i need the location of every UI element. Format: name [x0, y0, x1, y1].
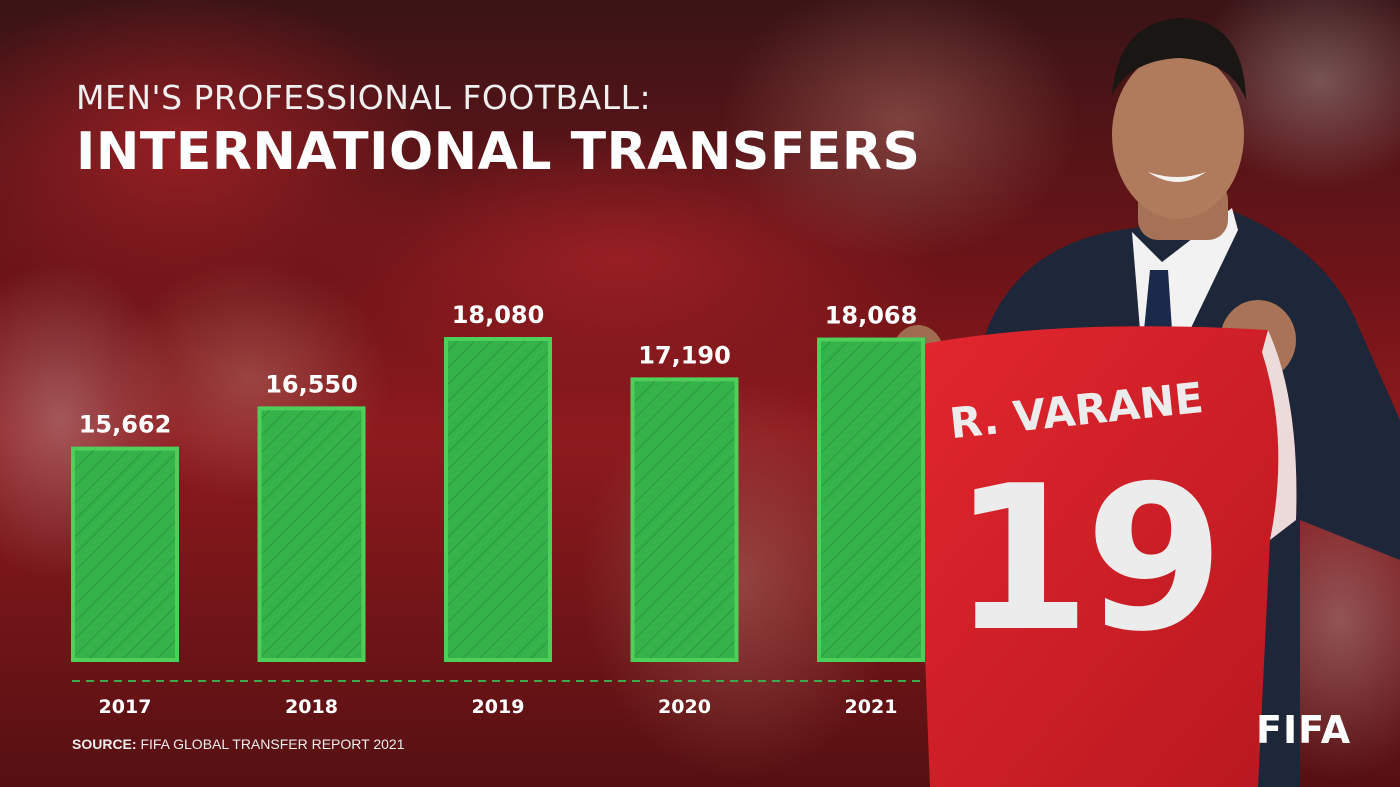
source-text: FIFA GLOBAL TRANSFER REPORT 2021 [136, 736, 405, 752]
source-label: SOURCE: [72, 736, 137, 752]
chart-subtitle: MEN'S PROFESSIONAL FOOTBALL: [76, 78, 652, 117]
x-tick-label-2018: 2018 [285, 696, 338, 718]
fifa-logo: FIFA [1256, 708, 1352, 752]
title-block: MEN'S PROFESSIONAL FOOTBALL: INTERNATION… [76, 78, 920, 184]
x-tick-label-2019: 2019 [472, 696, 525, 718]
x-tick-label-2020: 2020 [658, 696, 711, 718]
jersey-number: 19 [952, 443, 1218, 676]
bar-2020 [630, 377, 739, 662]
bar-2021 [817, 337, 925, 662]
value-label-2018: 16,550 [265, 370, 358, 398]
value-label-2017: 15,662 [79, 411, 172, 439]
x-tick-label-2021: 2021 [845, 696, 898, 718]
value-label-2019: 18,080 [452, 301, 545, 329]
value-label-2020: 17,190 [638, 341, 731, 369]
value-label-2021: 18,068 [825, 302, 918, 330]
bar-2018 [257, 406, 366, 663]
bar-2019 [444, 337, 552, 662]
x-tick-label-2017: 2017 [99, 696, 152, 718]
bar-2017 [71, 446, 179, 663]
chart-title: INTERNATIONAL TRANSFERS [76, 122, 921, 182]
source-note: SOURCE: FIFA GLOBAL TRANSFER REPORT 2021 [72, 736, 404, 752]
